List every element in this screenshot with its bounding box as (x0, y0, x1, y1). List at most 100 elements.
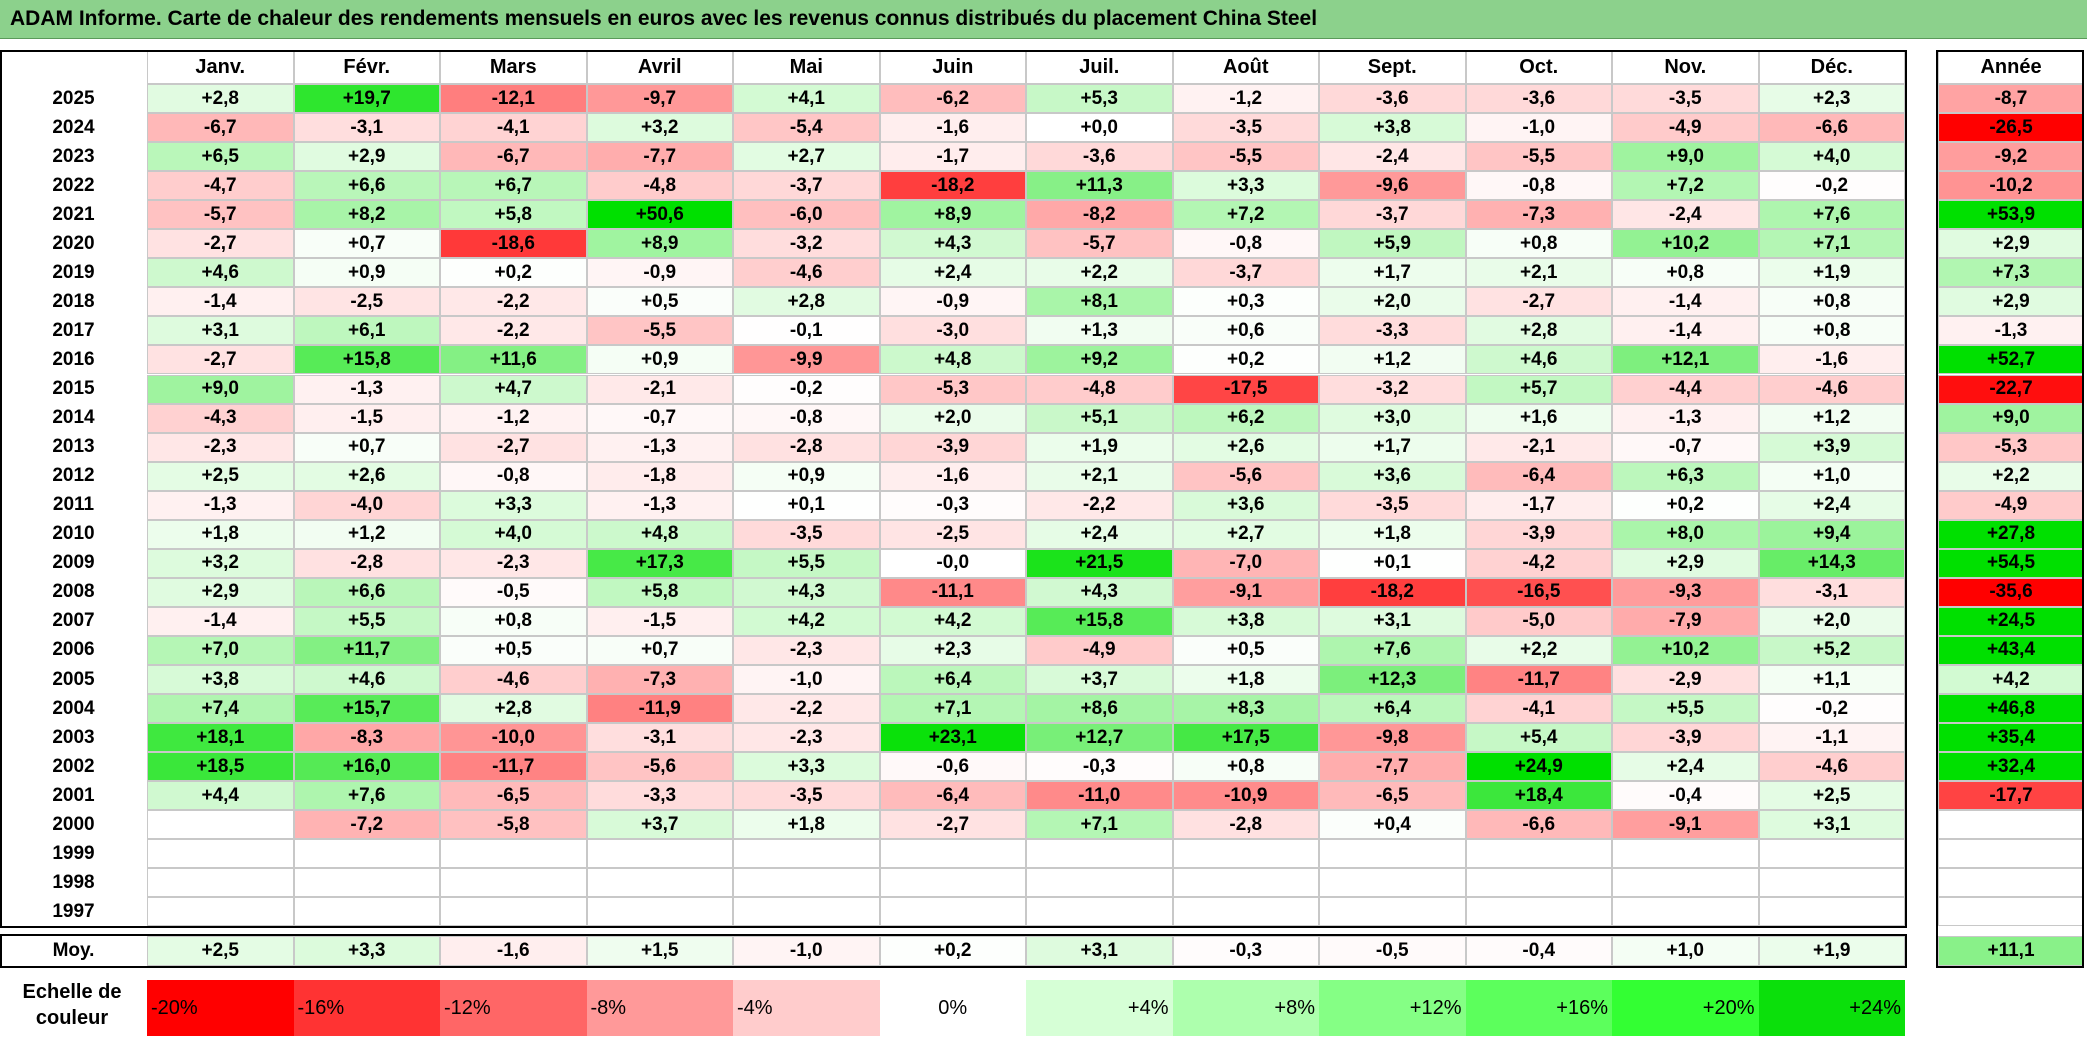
heatmap-cell: -1,2 (1172, 84, 1319, 114)
heatmap-cell: -5,4 (733, 113, 880, 143)
heatmap-cell: -0,3 (1026, 752, 1173, 782)
heatmap-cell: +10,2 (1612, 635, 1759, 665)
heatmap-cell: -4,1 (1465, 694, 1612, 724)
heatmap-cell: -17,5 (1172, 374, 1319, 404)
annual-cell: +4,2 (1938, 665, 2084, 695)
heatmap-cell: +3,0 (1319, 403, 1466, 433)
heatmap-cell: +2,0 (1758, 606, 1905, 636)
heatmap-cell: -0,8 (1172, 229, 1319, 259)
heatmap-cell: -3,5 (733, 781, 880, 811)
heatmap-cell: -4,8 (586, 171, 733, 201)
heatmap-cell: +0,8 (1465, 229, 1612, 259)
heatmap-cell: +0,2 (440, 258, 587, 288)
heatmap-cell: -3,2 (1319, 374, 1466, 404)
heatmap-cell: +2,0 (1319, 287, 1466, 317)
heatmap-cell: -1,3 (586, 432, 733, 462)
heatmap-cell: +18,5 (147, 752, 294, 782)
heatmap-cell: +3,6 (1172, 490, 1319, 520)
heatmap-cell (1465, 897, 1612, 927)
annual-cell: +24,5 (1938, 606, 2084, 636)
year-label: 2009 (52, 552, 95, 574)
heatmap-cell (147, 868, 294, 898)
month-header: Nov. (1612, 50, 1759, 84)
heatmap-cell: +0,9 (733, 461, 880, 491)
heatmap-cell: +0,8 (1172, 752, 1319, 782)
heatmap-cell: +8,3 (1172, 694, 1319, 724)
heatmap-cell: +2,8 (440, 694, 587, 724)
heatmap-cell: -3,3 (1319, 316, 1466, 346)
scale-label: Echelle de couleur (22, 981, 122, 1029)
heatmap-cell: -4,6 (733, 258, 880, 288)
heatmap-cell: -2,1 (586, 374, 733, 404)
heatmap-cell: -5,8 (440, 810, 587, 840)
heatmap-cell: +3,7 (586, 810, 733, 840)
heatmap-cell: +21,5 (1026, 548, 1173, 578)
heatmap-cell: -6,4 (879, 781, 1026, 811)
heatmap-cell (1758, 839, 1905, 869)
heatmap-cell: +3,3 (1172, 171, 1319, 201)
heatmap-cell: -4,8 (1026, 374, 1173, 404)
heatmap-cell: +1,6 (1465, 403, 1612, 433)
annual-cell: -35,6 (1938, 577, 2084, 607)
heatmap-cell: +8,6 (1026, 694, 1173, 724)
heatmap-cell: -5,6 (1172, 461, 1319, 491)
heatmap-cell (879, 868, 1026, 898)
heatmap-cell: +2,7 (733, 142, 880, 172)
scale-swatch: -8% (586, 980, 733, 1036)
heatmap-cell: -9,1 (1612, 810, 1759, 840)
heatmap-cell: +18,4 (1465, 781, 1612, 811)
heatmap-cell: +0,2 (1612, 490, 1759, 520)
heatmap-cell: +2,8 (733, 287, 880, 317)
heatmap-cell: +2,6 (293, 461, 440, 491)
heatmap-cell: +1,3 (1026, 316, 1173, 346)
heatmap-cell: -0,5 (440, 577, 587, 607)
heatmap-cell: -6,2 (879, 84, 1026, 114)
heatmap-cell: -2,9 (1612, 665, 1759, 695)
heatmap-cell: +16,0 (293, 752, 440, 782)
heatmap-cell (1319, 868, 1466, 898)
heatmap-cell: +5,8 (440, 200, 587, 230)
heatmap-cell: -9,3 (1612, 577, 1759, 607)
heatmap-cell: -2,8 (733, 432, 880, 462)
heatmap-cell: +9,0 (1612, 142, 1759, 172)
scale-swatch: +24% (1758, 980, 1905, 1036)
year-label: 2025 (52, 87, 95, 109)
year-label: 2001 (52, 784, 95, 806)
heatmap-cell: +15,8 (1026, 606, 1173, 636)
heatmap-cell: -6,6 (1465, 810, 1612, 840)
heatmap-cell: +0,1 (1319, 548, 1466, 578)
annual-cell: +53,9 (1938, 200, 2084, 230)
year-label: 2010 (52, 523, 95, 545)
heatmap-cell: +7,2 (1612, 171, 1759, 201)
heatmap-cell: -18,2 (879, 171, 1026, 201)
heatmap-cell: +0,9 (293, 258, 440, 288)
scale-swatch: 0% (879, 980, 1026, 1036)
heatmap-cell: -5,6 (586, 752, 733, 782)
heatmap-cell: +1,8 (1172, 665, 1319, 695)
heatmap-cell: -0,8 (1465, 171, 1612, 201)
heatmap-cell: +10,2 (1612, 229, 1759, 259)
heatmap-cell: -4,9 (1026, 635, 1173, 665)
heatmap-cell: -7,0 (1172, 548, 1319, 578)
heatmap-cell: +6,2 (1172, 403, 1319, 433)
heatmap-cell: -1,5 (586, 606, 733, 636)
heatmap-cell: +17,3 (586, 548, 733, 578)
scale-swatch: -12% (440, 980, 587, 1036)
year-label: 2016 (52, 348, 95, 370)
annual-cell: +2,2 (1938, 461, 2084, 491)
heatmap-cell: -4,1 (440, 113, 587, 143)
heatmap-cell: -2,3 (440, 548, 587, 578)
heatmap-cell: +0,5 (440, 635, 587, 665)
heatmap-cell: +2,1 (1026, 461, 1173, 491)
heatmap-cell: +2,0 (879, 403, 1026, 433)
heatmap-cell: +8,2 (293, 200, 440, 230)
year-label: 2003 (52, 726, 95, 748)
heatmap-cell: +18,1 (147, 723, 294, 753)
heatmap-cell: +5,8 (586, 577, 733, 607)
year-label: 2004 (52, 697, 95, 719)
avg-cell: -0,4 (1465, 936, 1612, 966)
heatmap-cell: +0,3 (1172, 287, 1319, 317)
annual-cell (1938, 897, 2084, 927)
scale-swatch: -16% (293, 980, 440, 1036)
heatmap-cell: -10,0 (440, 723, 587, 753)
